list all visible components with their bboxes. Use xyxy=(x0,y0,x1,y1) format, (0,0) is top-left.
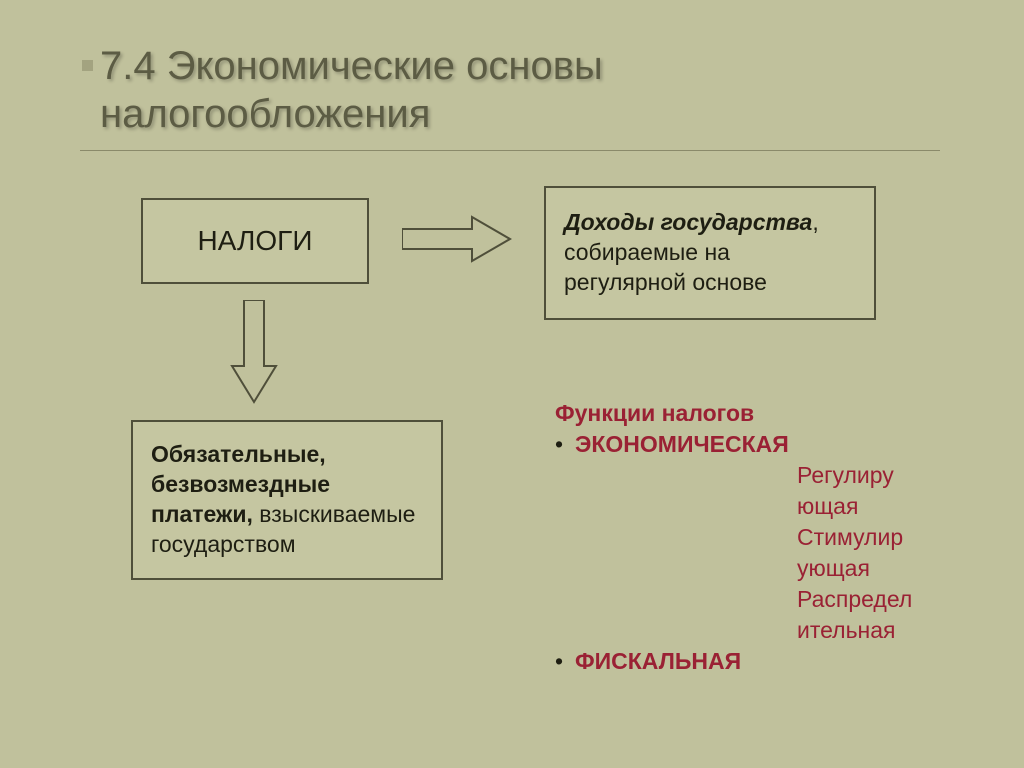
box-payments: Обязательные, безвозмездные платежи, взы… xyxy=(131,420,443,580)
bullet-icon: • xyxy=(555,646,575,677)
arrow-right-icon xyxy=(402,215,512,263)
function-sub-stimulating-2: ующая xyxy=(555,553,955,584)
box-income-text: Доходы государства, собираемые на регуля… xyxy=(564,208,856,298)
function-item-economic: • ЭКОНОМИЧЕСКАЯ xyxy=(555,429,955,460)
functions-heading: Функции налогов xyxy=(555,398,955,429)
title-bullet-icon xyxy=(82,60,93,71)
function-sub-distributive-2: ительная xyxy=(555,615,955,646)
function-sub-regulating-2: ющая xyxy=(555,491,955,522)
slide-title: 7.4 Экономические основы налогообложения xyxy=(100,42,920,138)
function-sub-distributive-1: Распредел xyxy=(555,584,955,615)
function-item-fiscal: • ФИСКАЛЬНАЯ xyxy=(555,646,955,677)
box-taxes: НАЛОГИ xyxy=(141,198,369,284)
box-income-bold: Доходы государства xyxy=(564,209,812,235)
function-item-fiscal-label: ФИСКАЛЬНАЯ xyxy=(575,646,741,677)
box-payments-text: Обязательные, безвозмездные платежи, взы… xyxy=(151,440,423,560)
title-area: 7.4 Экономические основы налогообложения xyxy=(100,42,920,138)
arrow-down-icon xyxy=(230,300,278,404)
box-taxes-label: НАЛОГИ xyxy=(198,223,313,259)
box-income: Доходы государства, собираемые на регуля… xyxy=(544,186,876,320)
title-underline xyxy=(80,150,940,151)
bullet-icon: • xyxy=(555,429,575,460)
function-item-economic-label: ЭКОНОМИЧЕСКАЯ xyxy=(575,429,789,460)
function-sub-stimulating-1: Стимулир xyxy=(555,522,955,553)
functions-block: Функции налогов • ЭКОНОМИЧЕСКАЯ Регулиру… xyxy=(555,398,955,677)
function-sub-regulating-1: Регулиру xyxy=(555,460,955,491)
slide: 7.4 Экономические основы налогообложения… xyxy=(0,0,1024,768)
